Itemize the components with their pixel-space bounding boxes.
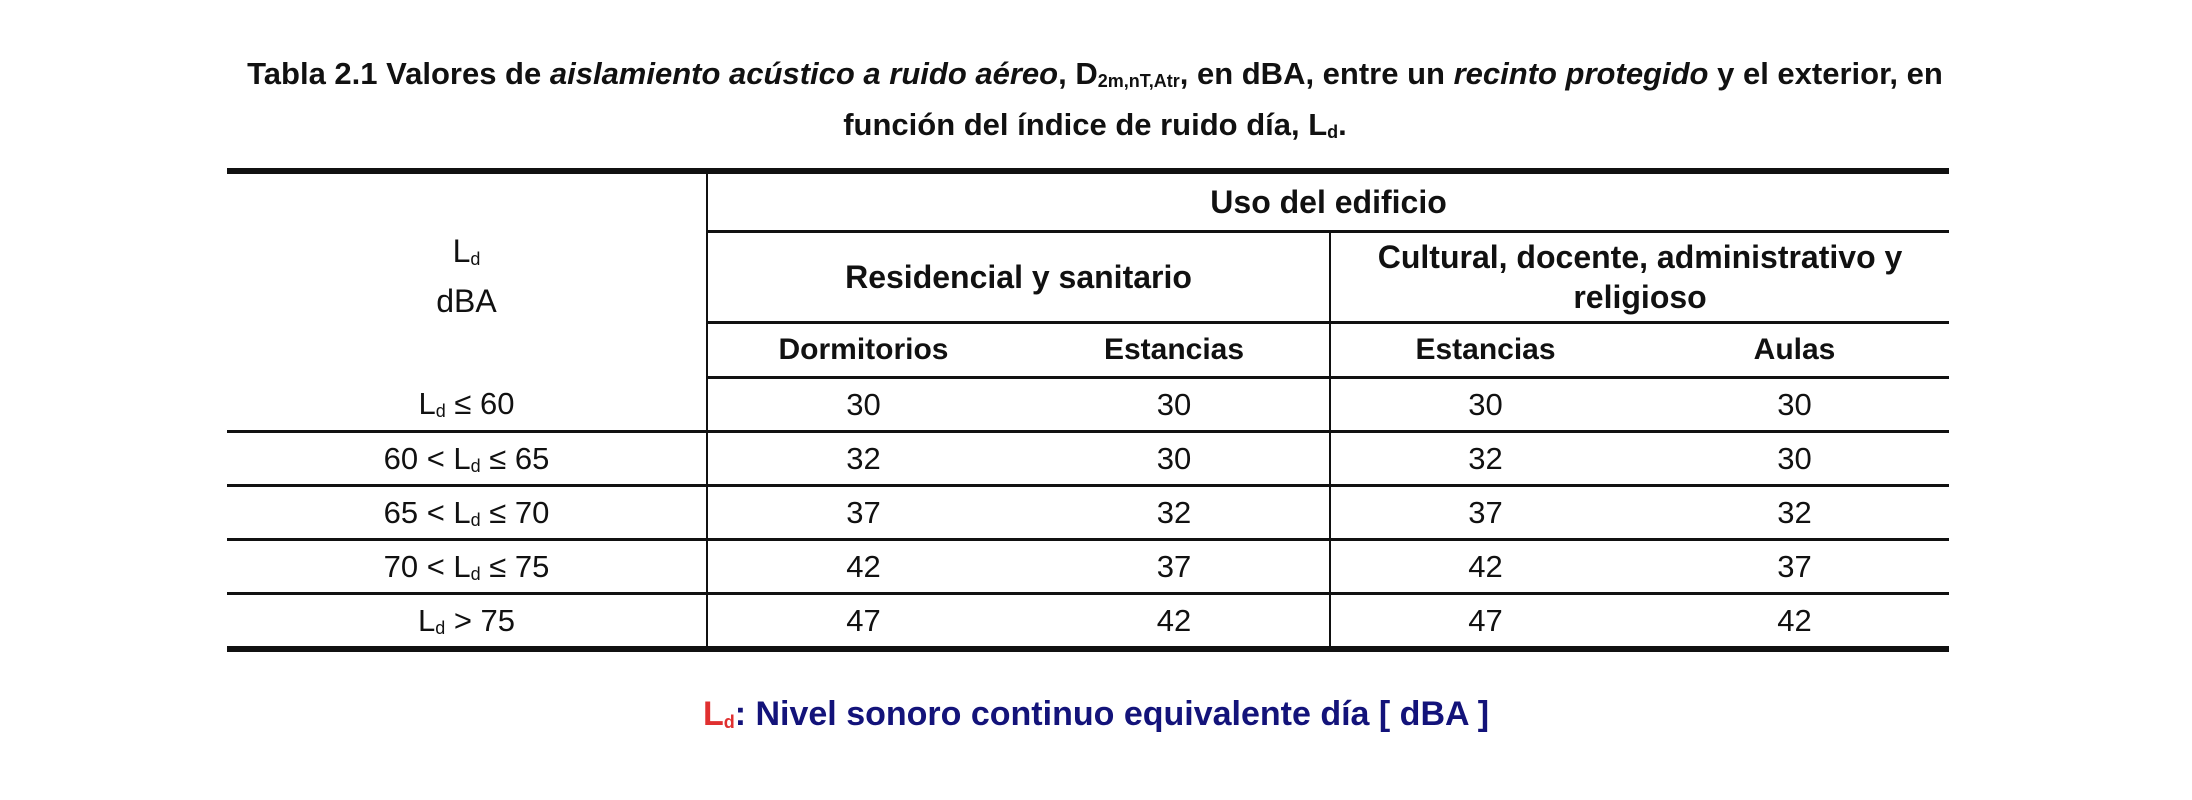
column-header: Aulas (1640, 321, 1950, 379)
value-cell: 30 (1640, 431, 1950, 487)
value-cell: 47 (1329, 593, 1640, 652)
value-cell: 37 (1019, 539, 1330, 595)
row-label: Ld ≤ 60 (227, 377, 708, 433)
value-cell: 42 (1329, 539, 1640, 595)
caption-l-subscript: d (1327, 122, 1339, 142)
value-cell: 37 (707, 485, 1019, 541)
footnote-symbol: Ld (702, 695, 735, 733)
value-cell: 32 (707, 431, 1019, 487)
row-label: 60 < Ld ≤ 65 (227, 431, 708, 487)
row-label: 65 < Ld ≤ 70 (227, 485, 708, 541)
value-cell: 42 (1640, 593, 1950, 652)
caption-mid-3: y el exterior, en función del índice de … (843, 56, 1943, 142)
value-cell: 30 (1019, 431, 1330, 487)
value-cell: 47 (707, 593, 1019, 652)
caption-prefix: Tabla 2.1 Valores de (247, 56, 550, 91)
group-header-building-use: Uso del edificio (705, 171, 1950, 233)
value-cell: 30 (1329, 377, 1640, 433)
table-row: 70 < Ld ≤ 75 42 37 42 37 (227, 539, 1950, 595)
value-cell: 37 (1329, 485, 1640, 541)
value-cell: 32 (1640, 485, 1950, 541)
subgroup-header-cultural: Cultural, docente, administrativo y reli… (1328, 231, 1950, 323)
value-cell: 30 (1019, 377, 1330, 433)
caption-mid-1: , D (1058, 56, 1098, 91)
caption-end: . (1338, 107, 1347, 142)
value-cell: 37 (1640, 539, 1950, 595)
footnote-text: : Nivel sonoro continuo equivalente día … (734, 695, 1490, 733)
value-cell: 42 (1019, 593, 1330, 652)
value-cell: 42 (707, 539, 1019, 595)
row-header-unit: dBA (436, 282, 497, 319)
row-header-cell: Ld dBA (227, 171, 707, 378)
table-row: Ld ≤ 60 30 30 30 30 (227, 377, 1950, 433)
caption-italic-term-2: recinto protegido (1453, 56, 1709, 91)
value-cell: 32 (1019, 485, 1330, 541)
table-row: 65 < Ld ≤ 70 37 32 37 32 (227, 485, 1950, 541)
table-caption: Tabla 2.1 Valores de aislamiento acústic… (230, 52, 1960, 154)
caption-d-subscript: 2m,nT,Atr (1097, 71, 1180, 91)
table-row: Ld > 75 47 42 47 42 (227, 593, 1950, 652)
column-header: Estancias (1019, 321, 1330, 379)
value-cell: 30 (707, 377, 1019, 433)
column-header: Estancias (1329, 321, 1640, 379)
column-header: Dormitorios (706, 321, 1019, 379)
row-header-symbol: Ld (452, 232, 481, 269)
row-label: Ld > 75 (227, 593, 708, 652)
row-label: 70 < Ld ≤ 75 (227, 539, 708, 595)
insulation-table: Ld dBA Uso del edificio Residencial y sa… (227, 168, 1950, 652)
subgroup-header-residential: Residencial y sanitario (706, 231, 1330, 323)
value-cell: 32 (1329, 431, 1640, 487)
footnote: Ld: Nivel sonoro continuo equivalente dí… (0, 695, 2192, 734)
value-cell: 30 (1640, 377, 1950, 433)
caption-italic-term-1: aislamiento acústico a ruido aéreo (549, 56, 1059, 91)
table-row: 60 < Ld ≤ 65 32 30 32 30 (227, 431, 1950, 487)
caption-mid-2: , en dBA, entre un (1179, 56, 1454, 91)
